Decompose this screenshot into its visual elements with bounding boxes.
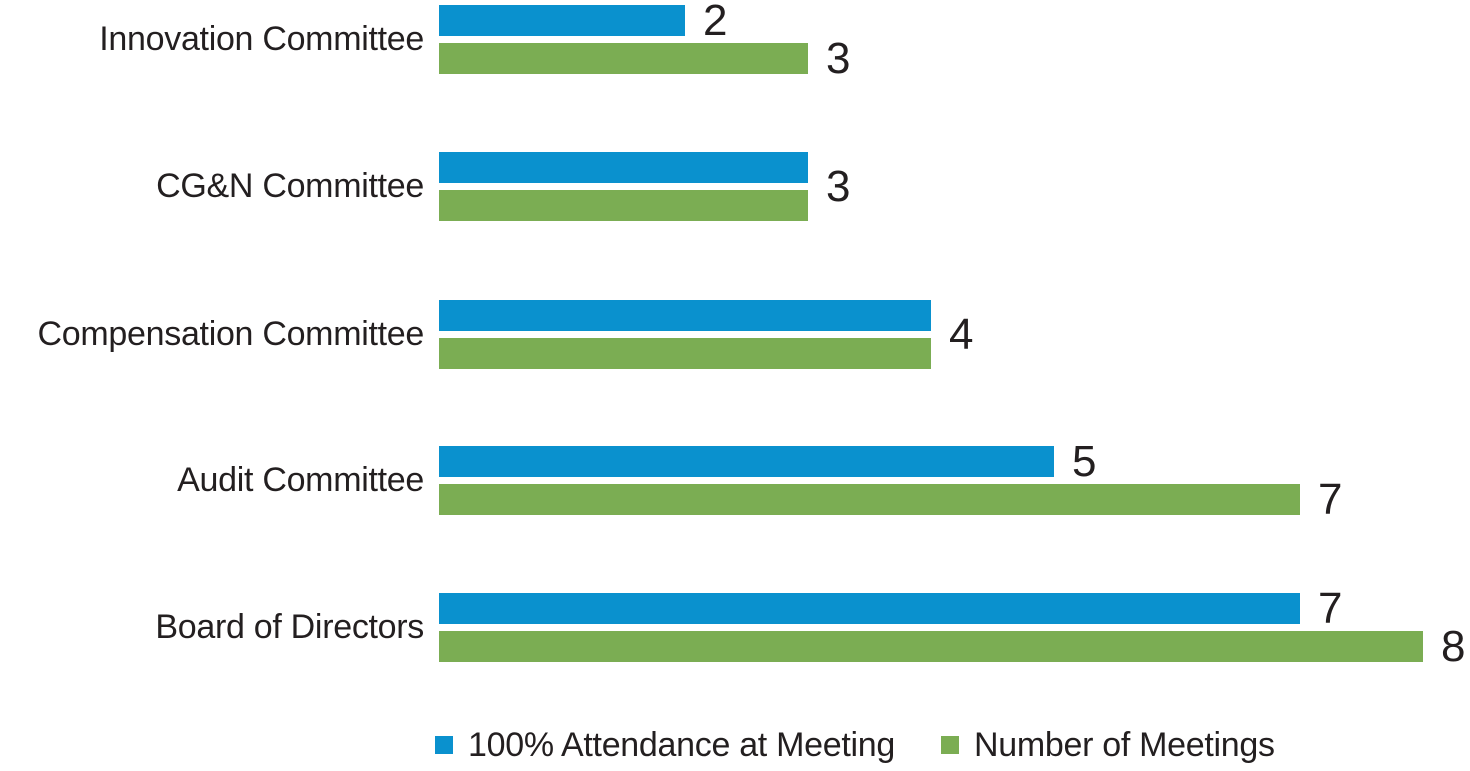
legend-item-attendance: 100% Attendance at Meeting [435, 726, 895, 765]
category-label: CG&N Committee [156, 167, 424, 205]
legend-label-attendance: 100% Attendance at Meeting [468, 725, 895, 764]
chart-legend: 100% Attendance at Meeting Number of Mee… [435, 722, 1275, 768]
legend-item-meetings: Number of Meetings [940, 725, 1275, 765]
attendance-bar [439, 152, 808, 183]
attendance-bar [439, 300, 931, 331]
attendance-bar [439, 593, 1300, 624]
attendance-bar [439, 5, 685, 36]
attendance-bar [439, 446, 1054, 477]
meetings-bar [439, 631, 1423, 662]
meetings-bar [439, 43, 808, 74]
value-label: 3 [826, 161, 850, 211]
meetings-bar [439, 190, 808, 221]
value-label: 8 [1441, 621, 1465, 671]
category-label: Compensation Committee [37, 315, 425, 353]
category-label: Audit Committee [177, 461, 424, 499]
value-label: 2 [703, 0, 727, 45]
meetings-bar [439, 338, 931, 369]
value-label: 7 [1318, 583, 1342, 633]
meetings-bar [439, 484, 1300, 515]
category-label: Board of Directors [155, 608, 424, 646]
value-label: 7 [1318, 474, 1342, 524]
value-label: 4 [949, 309, 973, 359]
value-label: 3 [826, 33, 850, 83]
value-label: 5 [1072, 436, 1096, 486]
legend-label-meetings: Number of Meetings [973, 725, 1275, 764]
category-label: Innovation Committee [99, 20, 424, 58]
legend-swatch-attendance [435, 736, 453, 754]
legend-swatch-meetings [940, 736, 959, 754]
